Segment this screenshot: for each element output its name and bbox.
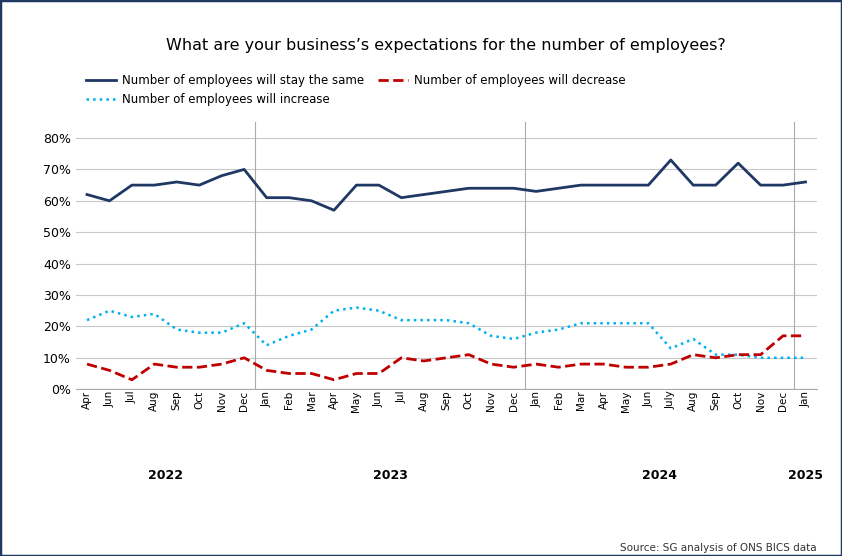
Title: What are your business’s expectations for the number of employees?: What are your business’s expectations fo… — [167, 38, 726, 53]
Text: 2025: 2025 — [788, 469, 823, 482]
Text: Source: SG analysis of ONS BICS data: Source: SG analysis of ONS BICS data — [620, 543, 817, 553]
Legend: Number of employees will stay the same, Number of employees will increase, Numbe: Number of employees will stay the same, … — [82, 70, 630, 111]
Text: 2022: 2022 — [148, 469, 183, 482]
Text: 2023: 2023 — [373, 469, 408, 482]
Text: 2024: 2024 — [642, 469, 677, 482]
